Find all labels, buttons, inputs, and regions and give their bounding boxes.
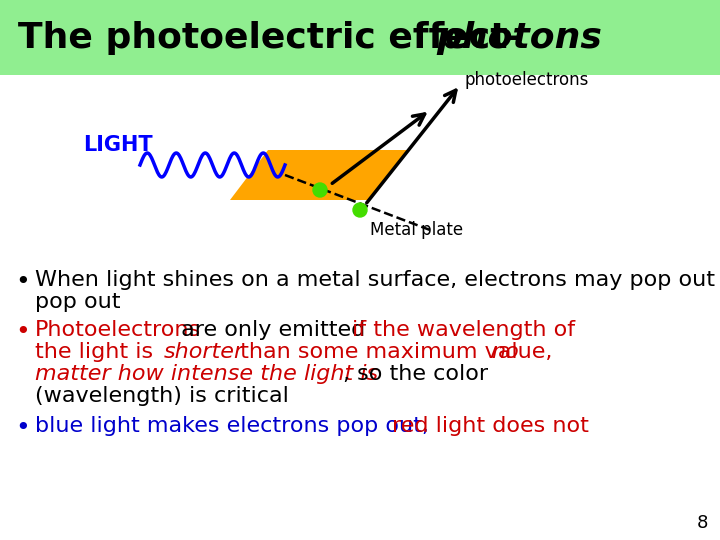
Text: When light shines on a metal surface, electrons may pop out: When light shines on a metal surface, el… (35, 270, 715, 290)
Text: no: no (491, 342, 519, 362)
Text: red light does not: red light does not (392, 416, 589, 436)
Text: •: • (15, 270, 30, 294)
Text: (wavelength) is critical: (wavelength) is critical (35, 386, 289, 406)
Text: matter how intense the light is: matter how intense the light is (35, 364, 378, 384)
Bar (0, 0, 720, 75)
Text: shorter: shorter (164, 342, 244, 362)
Text: are only emitted: are only emitted (174, 320, 372, 340)
Text: The photoelectric effect-: The photoelectric effect- (18, 21, 536, 55)
Text: if the wavelength of: if the wavelength of (353, 320, 575, 340)
Text: , so the color: , so the color (343, 364, 487, 384)
Text: blue light makes electrons pop out,: blue light makes electrons pop out, (35, 416, 436, 436)
Circle shape (353, 203, 367, 217)
Text: Photoelectrons: Photoelectrons (35, 320, 201, 340)
Text: photons: photons (436, 21, 602, 55)
Text: pop out: pop out (35, 292, 120, 312)
Text: LIGHT: LIGHT (84, 135, 153, 155)
Text: the light is: the light is (35, 342, 161, 362)
Text: photoelectrons: photoelectrons (465, 71, 590, 89)
Text: than some maximum value,: than some maximum value, (233, 342, 560, 362)
Text: •: • (15, 320, 30, 344)
Text: Metal plate: Metal plate (370, 221, 463, 239)
Circle shape (313, 183, 327, 197)
Text: 8: 8 (697, 514, 708, 532)
Polygon shape (230, 150, 410, 200)
Text: •: • (15, 416, 30, 440)
